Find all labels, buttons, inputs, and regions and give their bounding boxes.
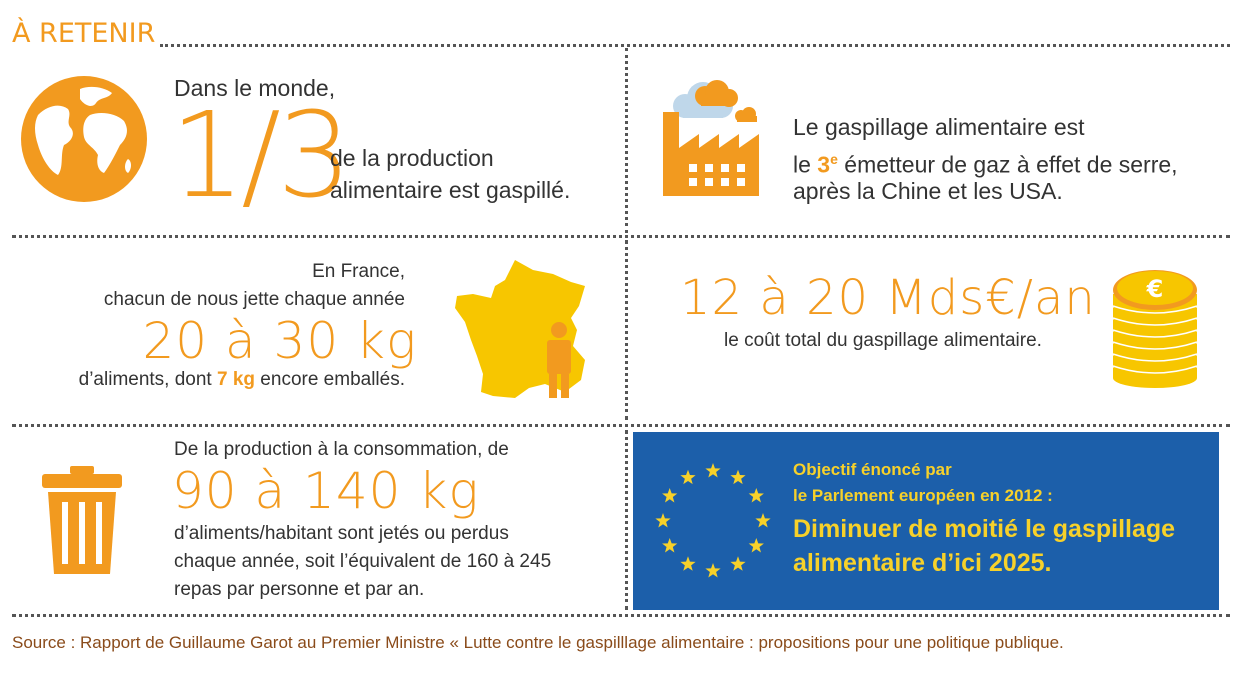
eu-line4: alimentaire d’ici 2025. bbox=[793, 549, 1052, 577]
block2-rank-suffix: e bbox=[830, 151, 838, 167]
block3-line3: d’aliments, dont 7 kg encore emballés. bbox=[12, 366, 405, 394]
factory-icon bbox=[655, 78, 765, 198]
section-title: À RETENIR bbox=[12, 18, 156, 49]
eu-star bbox=[680, 556, 696, 571]
block3-line2: chacun de nous jette chaque année bbox=[103, 289, 405, 310]
eu-star bbox=[662, 538, 678, 553]
eu-star bbox=[755, 513, 771, 528]
eu-star bbox=[662, 488, 678, 503]
svg-text:€: € bbox=[1146, 275, 1164, 303]
block5-line3: chaque année, soit l’équivalent de 160 à… bbox=[174, 551, 552, 572]
eu-star bbox=[705, 463, 721, 478]
divider-row-3 bbox=[12, 614, 1230, 617]
block1-text-line2: de la production bbox=[330, 145, 494, 171]
eu-flag-icon bbox=[653, 456, 773, 586]
header-divider bbox=[160, 44, 1230, 47]
eu-star bbox=[705, 563, 721, 578]
globe-icon bbox=[20, 75, 148, 203]
block1-fraction: 1/3 bbox=[170, 86, 352, 224]
block3-line3-pre: d’aliments, dont bbox=[78, 369, 217, 390]
eu-line1: Objectif énoncé par bbox=[793, 460, 952, 479]
block3-line3-post: encore emballés. bbox=[255, 369, 405, 390]
block3-highlight: 7 kg bbox=[217, 369, 256, 390]
eu-star bbox=[680, 469, 696, 485]
block2-line2-pre: le bbox=[793, 151, 818, 178]
trash-bin-icon bbox=[42, 466, 122, 576]
eu-star bbox=[748, 538, 764, 553]
block2-rank: 3 bbox=[817, 151, 831, 178]
block2-line2-post: émetteur de gaz à effet de serre, bbox=[837, 151, 1178, 178]
eu-line2: le Parlement européen en 2012 : bbox=[793, 486, 1053, 505]
divider-row-2 bbox=[12, 424, 1230, 427]
divider-vertical-bottom bbox=[625, 430, 628, 610]
block1-text-line3: alimentaire est gaspillé. bbox=[330, 177, 571, 203]
eu-star bbox=[730, 556, 746, 571]
block5-big-value: 90 à 140 kg bbox=[172, 462, 480, 520]
block5-line4: repas par personne et par an. bbox=[174, 579, 425, 600]
block5-line1: De la production à la consommation, de bbox=[174, 439, 509, 460]
eu-star bbox=[748, 488, 764, 503]
block2-line2: le 3e émetteur de gaz à effet de serre, bbox=[793, 143, 1178, 181]
eu-line3: Diminuer de moitié le gaspillage bbox=[793, 515, 1176, 543]
divider-row-1 bbox=[12, 235, 1230, 238]
block5-line2: d’aliments/habitant sont jetés ou perdus bbox=[174, 523, 509, 544]
divider-vertical-top bbox=[625, 48, 628, 233]
block4-big-value: 12 à 20 Mds€/an : bbox=[680, 270, 1130, 326]
source-note: Source : Rapport de Guillaume Garot au P… bbox=[12, 633, 1064, 652]
eu-star bbox=[730, 469, 746, 485]
block1-intro: Dans le monde, bbox=[174, 75, 336, 101]
block4-line1: le coût total du gaspillage alimentaire. bbox=[724, 330, 1042, 351]
block3-big-value: 20 à 30 kg bbox=[142, 312, 417, 370]
block2-line3: après la Chine et les USA. bbox=[793, 178, 1063, 204]
divider-vertical-middle bbox=[625, 240, 628, 420]
france-map-icon bbox=[453, 256, 593, 404]
eu-star bbox=[655, 513, 671, 528]
block2-line1: Le gaspillage alimentaire est bbox=[793, 114, 1085, 140]
block3-line1: En France, bbox=[312, 261, 405, 282]
euro-coins-icon: € bbox=[1110, 266, 1200, 388]
eu-panel: Objectif énoncé par le Parlement europée… bbox=[633, 432, 1219, 610]
